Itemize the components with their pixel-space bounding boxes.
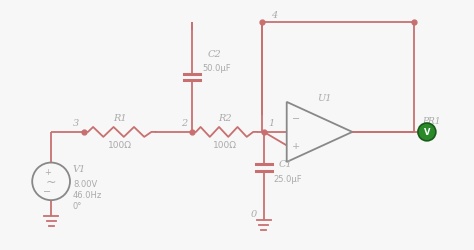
Text: R1: R1	[113, 113, 127, 122]
Text: R2: R2	[218, 113, 231, 122]
Text: PR1: PR1	[422, 116, 441, 125]
Text: 0: 0	[251, 209, 257, 218]
Text: 25.0μF: 25.0μF	[273, 174, 302, 183]
Text: −: −	[43, 186, 51, 196]
Text: 3: 3	[73, 118, 79, 127]
Text: +: +	[292, 141, 300, 150]
Text: 50.0μF: 50.0μF	[203, 64, 231, 73]
Text: 100Ω: 100Ω	[212, 141, 237, 150]
Text: 4: 4	[271, 11, 277, 20]
Text: 100Ω: 100Ω	[108, 141, 132, 150]
Text: 46.0Hz: 46.0Hz	[73, 190, 102, 199]
Text: +: +	[44, 168, 51, 177]
Text: 8.00V: 8.00V	[73, 179, 97, 188]
Circle shape	[418, 124, 436, 141]
Text: −: −	[292, 114, 300, 124]
Text: 0°: 0°	[73, 201, 82, 210]
Text: U1: U1	[317, 94, 332, 102]
Text: ~: ~	[46, 175, 56, 188]
Text: 2: 2	[181, 118, 187, 127]
Text: C2: C2	[207, 50, 221, 59]
Text: 1: 1	[269, 118, 275, 127]
Text: C1: C1	[279, 160, 292, 168]
Text: V1: V1	[73, 164, 86, 173]
Text: V: V	[424, 128, 430, 137]
